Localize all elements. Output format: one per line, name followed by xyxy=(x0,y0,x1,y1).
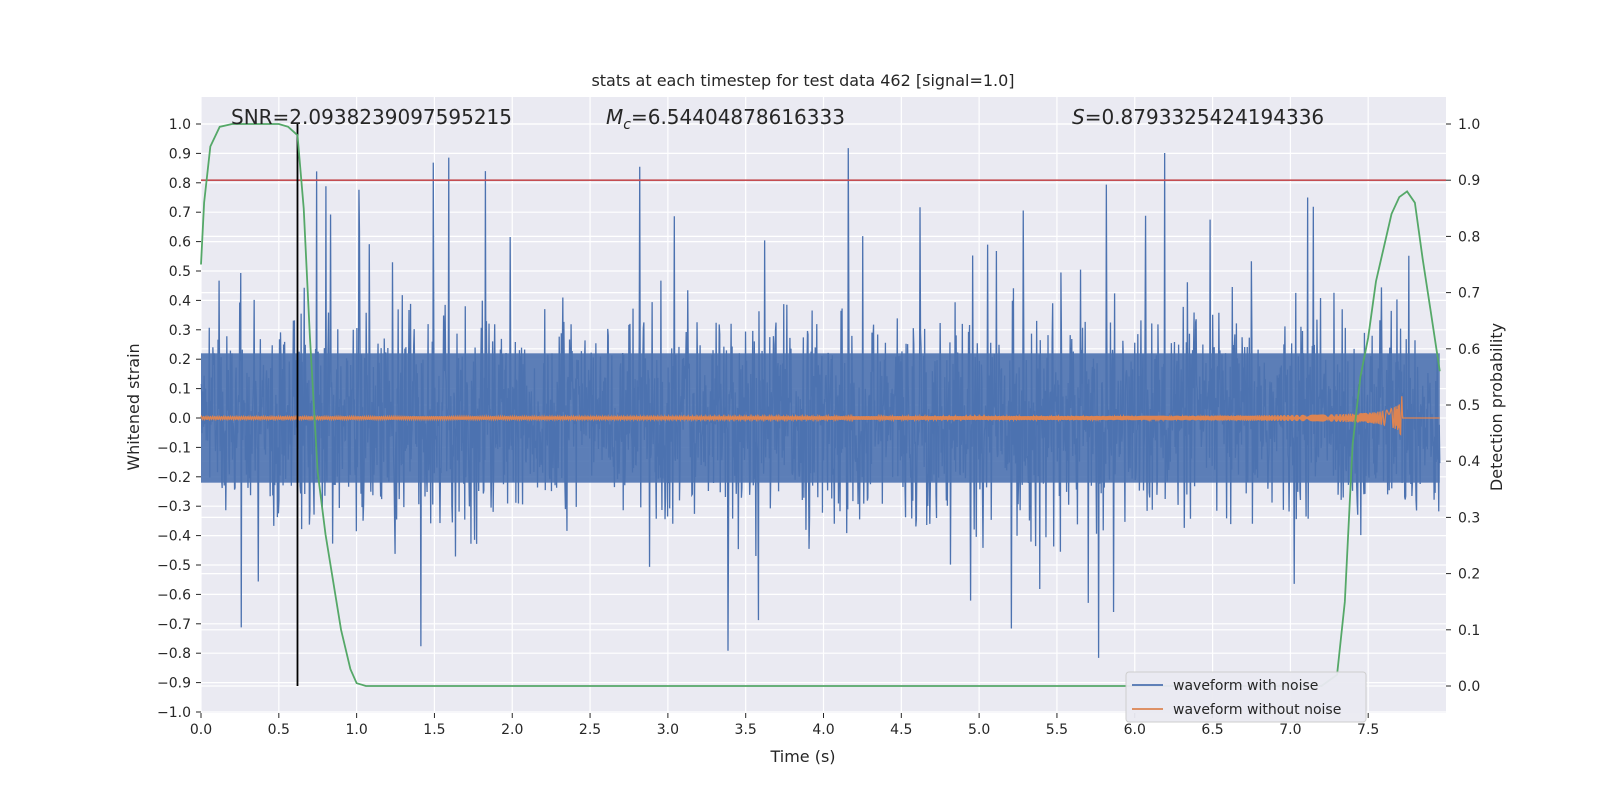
y-tick-label: 1.0 xyxy=(169,117,191,133)
y-tick-label: −0.5 xyxy=(157,558,191,574)
y-axis-label: Whitened strain xyxy=(124,343,143,470)
x-tick-label: 7.0 xyxy=(1279,722,1301,738)
x-tick-label: 7.5 xyxy=(1357,722,1379,738)
x-tick-label: 2.5 xyxy=(579,722,601,738)
y2-tick-label: 0.5 xyxy=(1458,398,1480,414)
y-tick-label: −0.3 xyxy=(157,499,191,515)
y-tick-label: −1.0 xyxy=(157,705,191,721)
annotation-snr: SNR=2.0938239097595215 xyxy=(231,105,512,129)
x-tick-label: 5.0 xyxy=(968,722,990,738)
annotation-statistic: S=0.8793325424194336 xyxy=(1072,105,1324,129)
x-tick-label: 4.5 xyxy=(890,722,912,738)
x-tick-label: 6.0 xyxy=(1124,722,1146,738)
x-tick-label: 2.0 xyxy=(501,722,523,738)
y-tick-label: −0.9 xyxy=(157,676,191,692)
annotation-chirp-mass-value: =6.54404878616333 xyxy=(631,105,845,129)
annotation-chirp-mass-subscript: c xyxy=(623,117,631,133)
y-tick-label: 0.1 xyxy=(169,382,191,398)
x-tick-label: 0.0 xyxy=(190,722,212,738)
series-line-detection-probability xyxy=(200,123,1441,687)
annotation-statistic-value: =0.8793325424194336 xyxy=(1085,105,1324,129)
series-line-waveform-without-noise xyxy=(200,396,1440,436)
plot-area: 1.0 0.9 0.8 0.7 0.6 0.5 0.4 0.3 0.2 0.1 0.0 −0.1 −0.… xyxy=(157,97,1480,738)
y-tick-label: 0.0 xyxy=(169,411,191,427)
legend-entry: waveform with noise xyxy=(1173,678,1318,694)
y2-tick-label: 0.1 xyxy=(1458,623,1480,639)
chart-title: stats at each timestep for test data 462… xyxy=(591,71,1014,90)
x-tick-label: 0.5 xyxy=(268,722,290,738)
y2-tick-label: 0.2 xyxy=(1458,567,1480,583)
y2-axis-label: Detection probability xyxy=(1487,323,1506,491)
y-tick-label: −0.8 xyxy=(157,646,191,662)
legend-entry: waveform without noise xyxy=(1173,702,1341,718)
y2-tick-label: 1.0 xyxy=(1458,117,1480,133)
y-tick-label: 0.7 xyxy=(169,205,191,221)
annotation-chirp-mass-symbol: M xyxy=(606,105,623,129)
x-tick-label: 3.0 xyxy=(657,722,679,738)
y-tick-label: 0.5 xyxy=(169,264,191,280)
y2-tick-label: 0.8 xyxy=(1458,229,1480,245)
y2-tick-label: 0.6 xyxy=(1458,342,1480,358)
x-axis-label: Time (s) xyxy=(769,747,835,766)
x-tick-label: 6.5 xyxy=(1201,722,1223,738)
y-tick-label: −0.4 xyxy=(157,529,191,545)
y-tick-label: 0.3 xyxy=(169,323,191,339)
legend-box xyxy=(1125,671,1367,723)
y-tick-label: −0.6 xyxy=(157,587,191,603)
y2-tick-label: 0.7 xyxy=(1458,286,1480,302)
x-tick-label: 3.5 xyxy=(735,722,757,738)
x-tick-label: 5.5 xyxy=(1046,722,1068,738)
y-tick-label: 0.4 xyxy=(169,293,191,309)
x-tick-label: 4.0 xyxy=(812,722,834,738)
y-tick-label: −0.7 xyxy=(157,617,191,633)
legend: waveform with noise waveform without nois… xyxy=(1125,671,1367,723)
y-tick-label: 0.8 xyxy=(169,176,191,192)
y-tick-label: −0.2 xyxy=(157,470,191,486)
y-tick-label: 0.2 xyxy=(169,352,191,368)
x-tick-label: 1.5 xyxy=(423,722,445,738)
y2-tick-label: 0.9 xyxy=(1458,173,1480,189)
y-tick-label: 0.9 xyxy=(169,146,191,162)
annotation-chirp-mass: Mc=6.54404878616333 xyxy=(606,105,845,133)
annotation-statistic-symbol: S xyxy=(1072,105,1085,129)
x-tick-label: 1.0 xyxy=(345,722,367,738)
y2-tick-label: 0.0 xyxy=(1458,679,1480,695)
y-tick-label: 0.6 xyxy=(169,235,191,251)
y2-tick-label: 0.4 xyxy=(1458,454,1480,470)
y-tick-label: −0.1 xyxy=(157,440,191,456)
y2-tick-label: 0.3 xyxy=(1458,510,1480,526)
